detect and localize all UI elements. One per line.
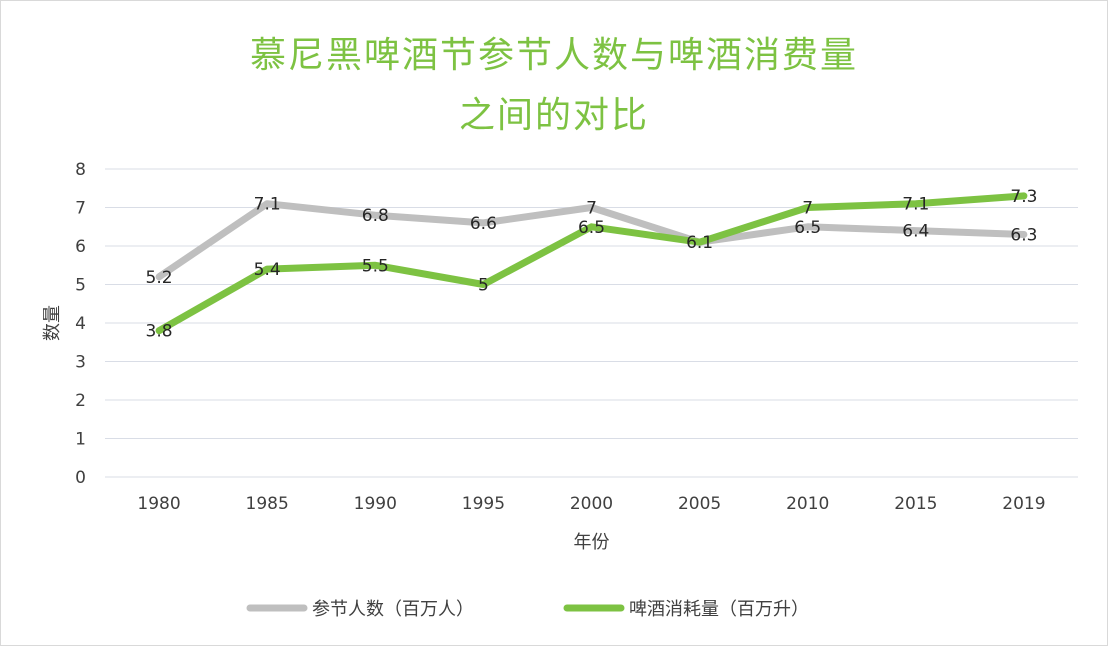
data-point [482, 221, 485, 224]
data-point [482, 283, 485, 286]
data-point [158, 275, 161, 278]
y-tick-label: 7 [75, 199, 86, 219]
y-tick-label: 3 [75, 353, 86, 373]
data-point [806, 206, 809, 209]
data-label: 6.5 [578, 218, 605, 238]
y-tick-label: 4 [75, 314, 86, 334]
x-tick-label: 2005 [678, 494, 721, 514]
data-label: 6.5 [794, 218, 821, 238]
legend-label-2: 啤酒消耗量（百万升） [629, 599, 809, 620]
data-label: 6.8 [362, 206, 389, 226]
legend: 参节人数（百万人） 啤酒消耗量（百万升） [246, 599, 809, 620]
data-label: 7.1 [254, 195, 281, 215]
data-label: 3.8 [146, 322, 173, 342]
x-axis-title: 年份 [574, 532, 610, 553]
x-tick-label: 1985 [246, 494, 289, 514]
data-labels: 5.27.16.8 6.676.5 6.4 6.33.85.4 5.556.56.17 7… [146, 187, 1038, 342]
series-lines [155, 192, 1028, 335]
data-label: 5.2 [146, 268, 173, 288]
data-point [590, 225, 593, 228]
x-tick-label: 2010 [786, 494, 829, 514]
y-tick-label: 0 [75, 468, 86, 488]
data-point [1022, 194, 1025, 197]
data-point [698, 241, 701, 244]
y-tick-label: 6 [75, 237, 86, 257]
data-label: 5 [478, 276, 489, 296]
chart-title-line-2: 之间的对比 [458, 95, 649, 136]
data-label: 5.5 [362, 256, 389, 276]
data-label: 6.3 [1010, 225, 1037, 245]
data-label: 6.6 [470, 214, 497, 234]
x-tick-label: 2000 [570, 494, 613, 514]
y-tick-label: 1 [75, 430, 86, 450]
chart-title-line-1: 慕尼黑啤酒节参节人数与啤酒消费量 [249, 35, 858, 76]
data-point [374, 214, 377, 217]
y-tick-label: 8 [75, 160, 86, 180]
data-point [1022, 233, 1025, 236]
data-point [914, 202, 917, 205]
data-point [806, 225, 809, 228]
x-tick-label: 2015 [894, 494, 937, 514]
data-point [914, 229, 917, 232]
x-tick-label: 2019 [1002, 494, 1045, 514]
data-point [266, 202, 269, 205]
x-axis-ticks: 1980 1985 1990 1995 2000 2005 2010 2015 2019 [137, 494, 1045, 514]
x-tick-label: 1995 [462, 494, 505, 514]
data-label: 5.4 [254, 260, 281, 280]
data-label: 7 [586, 199, 597, 219]
y-axis-title: 数量 [42, 305, 63, 341]
legend-label-1: 参节人数（百万人） [312, 599, 474, 620]
x-tick-label: 1980 [137, 494, 180, 514]
y-axis-ticks: 0 1 2 3 4 5 6 7 8 [75, 160, 86, 488]
y-tick-label: 5 [75, 276, 86, 296]
data-label: 7.1 [902, 195, 929, 215]
data-point [158, 329, 161, 332]
data-label: 6.4 [902, 222, 929, 242]
data-label: 7 [802, 199, 813, 219]
data-label: 7.3 [1010, 187, 1037, 207]
data-label: 6.1 [686, 233, 713, 253]
y-tick-label: 2 [75, 391, 86, 411]
data-point [590, 206, 593, 209]
x-tick-label: 1990 [354, 494, 397, 514]
data-point [266, 268, 269, 271]
data-point [374, 264, 377, 267]
